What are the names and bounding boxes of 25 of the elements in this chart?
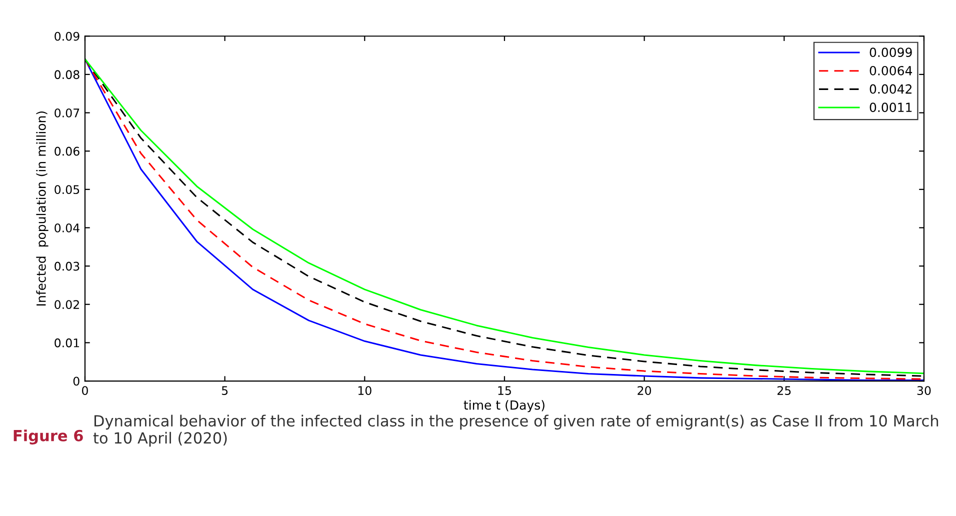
x-tick-label: 20	[638, 386, 652, 396]
x-axis-title: time t (Days)	[464, 400, 544, 412]
legend-label: 0.0064	[870, 66, 912, 76]
x-tick-label: 25	[777, 386, 791, 396]
text: Dynamical behavior of the infected class in the presence of given rate of emigrant(s) as Case II from 10 March to 10 April (2020)	[93, 414, 938, 447]
x-tick-label: 15	[498, 386, 511, 396]
y-axis-title: Infected population (in million)	[36, 111, 48, 306]
x-tick-label: 5	[222, 386, 228, 396]
x-tick-label: 10	[358, 386, 372, 396]
y-tick-label: 0	[73, 376, 80, 386]
legend-label: 0.0011	[870, 102, 912, 112]
y-tick-label: 0.09	[54, 32, 80, 41]
legend-label: 0.0042	[870, 84, 912, 94]
y-tick-label: 0.07	[54, 108, 80, 118]
y-tick-label: 0.05	[54, 185, 80, 194]
y-tick-label: 0.01	[54, 338, 80, 348]
caption: Figure 6	[14, 430, 83, 444]
y-tick-label: 0.06	[54, 146, 80, 156]
y-tick-label: 0.04	[54, 223, 80, 232]
legend-label: 0.0099	[870, 48, 912, 58]
y-tick-label: 0.02	[54, 300, 79, 310]
x-tick-label: 30	[917, 386, 931, 396]
y-tick-label: 0.08	[54, 70, 80, 80]
x-tick-label: 0	[82, 386, 88, 396]
y-tick-label: 0.03	[54, 262, 80, 271]
